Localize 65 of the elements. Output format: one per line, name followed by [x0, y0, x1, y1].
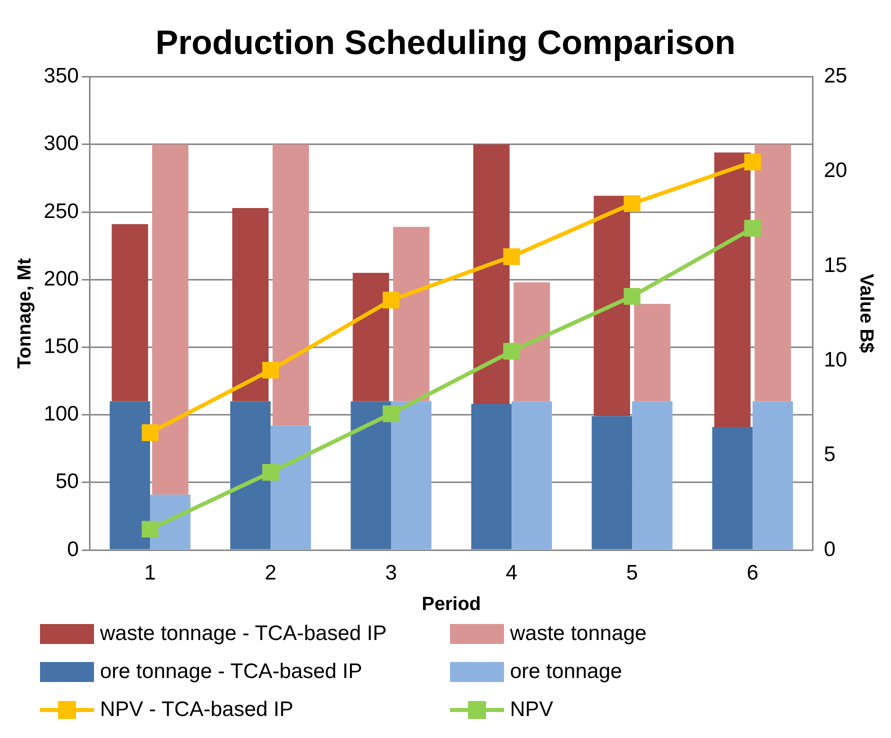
point: [744, 220, 761, 237]
bar: [512, 401, 552, 550]
point: [503, 342, 520, 360]
y-tick-label: 150: [44, 334, 79, 358]
bar: [112, 224, 148, 402]
legend-label: ore tonnage: [510, 660, 622, 684]
bar: [391, 401, 432, 550]
point: [624, 288, 640, 305]
x-tick-label: 1: [144, 561, 156, 584]
y-tick-label: 0: [67, 538, 79, 561]
point: [624, 195, 640, 212]
y2-axis-title: Value B$: [855, 274, 876, 354]
x-tick-label: 2: [264, 561, 276, 584]
point: [744, 154, 761, 170]
point: [262, 464, 279, 481]
y-tick-label: 300: [44, 132, 79, 156]
y2-tick-label: 10: [824, 348, 848, 372]
y-tick-label: 100: [44, 402, 79, 426]
point: [142, 520, 158, 538]
bar: [632, 401, 672, 550]
bar: [350, 401, 392, 550]
y2-tick-label: 25: [824, 64, 848, 88]
bar: [714, 152, 751, 427]
y2-tick-label: 20: [824, 159, 848, 182]
x-tick-label: 3: [385, 561, 397, 584]
bar: [473, 144, 510, 404]
legend-label: waste tonnage: [510, 622, 647, 646]
bar: [230, 401, 271, 550]
chart-title: Production Scheduling Comparison: [156, 24, 736, 62]
bar: [712, 426, 753, 550]
bar: [592, 416, 632, 550]
bar: [272, 144, 309, 426]
y-tick-label: 200: [44, 267, 79, 290]
point: [382, 405, 400, 422]
y-tick-label: 250: [44, 200, 79, 223]
point: [262, 362, 279, 379]
bar: [594, 196, 630, 416]
bar: [514, 282, 550, 402]
y-axis-title: Tonnage, Mt: [14, 257, 36, 369]
x-tick-label: 6: [746, 561, 758, 584]
y-tick-label: 350: [44, 64, 79, 88]
legend-label: NPV: [510, 698, 554, 722]
point: [382, 292, 400, 309]
point: [142, 424, 158, 442]
bar: [471, 404, 512, 550]
x-tick-label: 5: [626, 561, 638, 584]
legend-label: ore tonnage - TCA-based IP: [100, 660, 362, 684]
bar: [752, 401, 793, 550]
x-axis-title: Period: [422, 594, 481, 615]
y-tick-label: 50: [55, 470, 79, 494]
point: [503, 248, 520, 265]
bar: [110, 401, 150, 550]
bar: [152, 144, 188, 495]
legend-label: waste tonnage - TCA-based IP: [100, 622, 387, 646]
x-tick-label: 4: [506, 561, 518, 584]
bar: [754, 144, 791, 402]
y2-tick-label: 5: [824, 443, 836, 466]
bar: [634, 304, 670, 402]
bar: [393, 226, 430, 402]
y2-tick-label: 0: [824, 538, 836, 561]
legend-label: NPV - TCA-based IP: [100, 698, 294, 722]
y2-tick-label: 15: [824, 254, 848, 277]
bar: [352, 272, 390, 402]
bar: [232, 208, 269, 402]
bar: [270, 426, 311, 550]
